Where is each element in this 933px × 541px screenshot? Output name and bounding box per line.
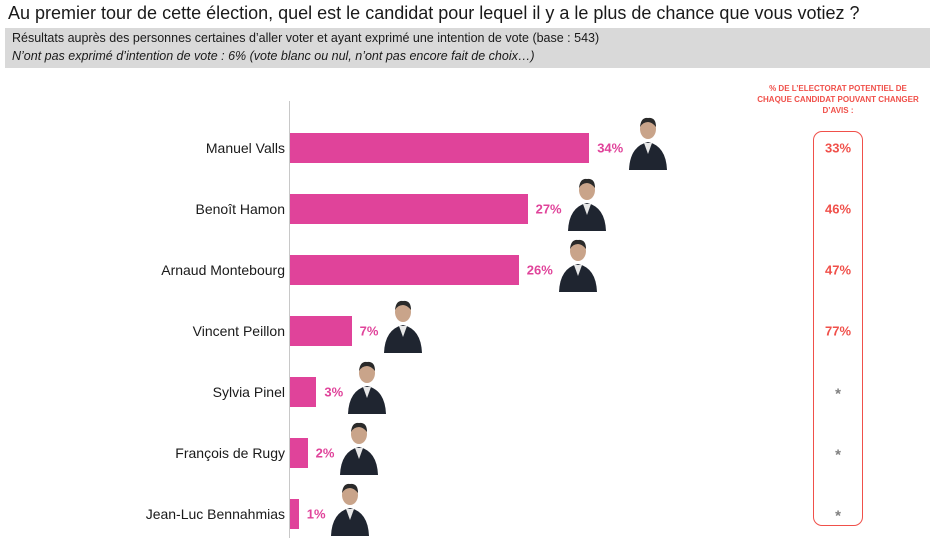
change-mind-value: 46% bbox=[824, 201, 852, 217]
candidate-label: Manuel Valls bbox=[205, 140, 285, 156]
bar-value-label: 27% bbox=[535, 201, 562, 217]
subtitle-box: Résultats auprès des personnes certaines… bbox=[5, 28, 930, 68]
bar bbox=[290, 194, 528, 224]
bar bbox=[290, 438, 308, 468]
person-photo-icon bbox=[344, 358, 390, 419]
person-photo-icon bbox=[625, 114, 671, 175]
candidate-label: Arnaud Montebourg bbox=[161, 262, 285, 278]
bar bbox=[290, 316, 352, 346]
candidate-label: Sylvia Pinel bbox=[212, 384, 285, 400]
person-photo-icon bbox=[336, 419, 382, 480]
bar bbox=[290, 377, 317, 407]
bar-value-label: 7% bbox=[359, 323, 379, 339]
candidate-label: Jean-Luc Bennahmias bbox=[145, 506, 285, 522]
bar bbox=[290, 255, 519, 285]
person-photo-icon bbox=[564, 175, 610, 236]
person-photo-icon bbox=[555, 236, 601, 297]
person-photo-icon bbox=[380, 297, 426, 358]
bar-value-label: 2% bbox=[315, 445, 335, 461]
bar-value-label: 1% bbox=[306, 506, 326, 522]
side-panel-header: % DE L’ELECTORAT POTENTIEL DE CHAQUE CAN… bbox=[757, 84, 919, 115]
change-mind-value: 33% bbox=[824, 140, 852, 156]
candidate-label: Vincent Peillon bbox=[192, 323, 285, 339]
chart-title: Au premier tour de cette élection, quel … bbox=[8, 3, 860, 23]
change-mind-value: 47% bbox=[824, 262, 852, 278]
bar-value-label: 26% bbox=[526, 262, 553, 278]
y-axis-line bbox=[289, 101, 290, 538]
change-mind-asterisk: * bbox=[835, 507, 841, 525]
side-panel-box bbox=[813, 131, 863, 526]
change-mind-asterisk: * bbox=[835, 446, 841, 464]
candidate-label: Benoît Hamon bbox=[195, 201, 286, 217]
bar-value-label: 34% bbox=[597, 140, 624, 156]
candidate-label: François de Rugy bbox=[175, 445, 285, 461]
change-mind-value: 77% bbox=[824, 323, 852, 339]
bar bbox=[290, 133, 590, 163]
person-photo-icon bbox=[327, 480, 373, 541]
bar bbox=[290, 499, 299, 529]
subtitle-base: Résultats auprès des personnes certaines… bbox=[12, 31, 600, 45]
change-mind-asterisk: * bbox=[835, 385, 841, 403]
subtitle-no-intention: N’ont pas exprimé d’intention de vote : … bbox=[12, 49, 535, 63]
bar-value-label: 3% bbox=[324, 384, 344, 400]
